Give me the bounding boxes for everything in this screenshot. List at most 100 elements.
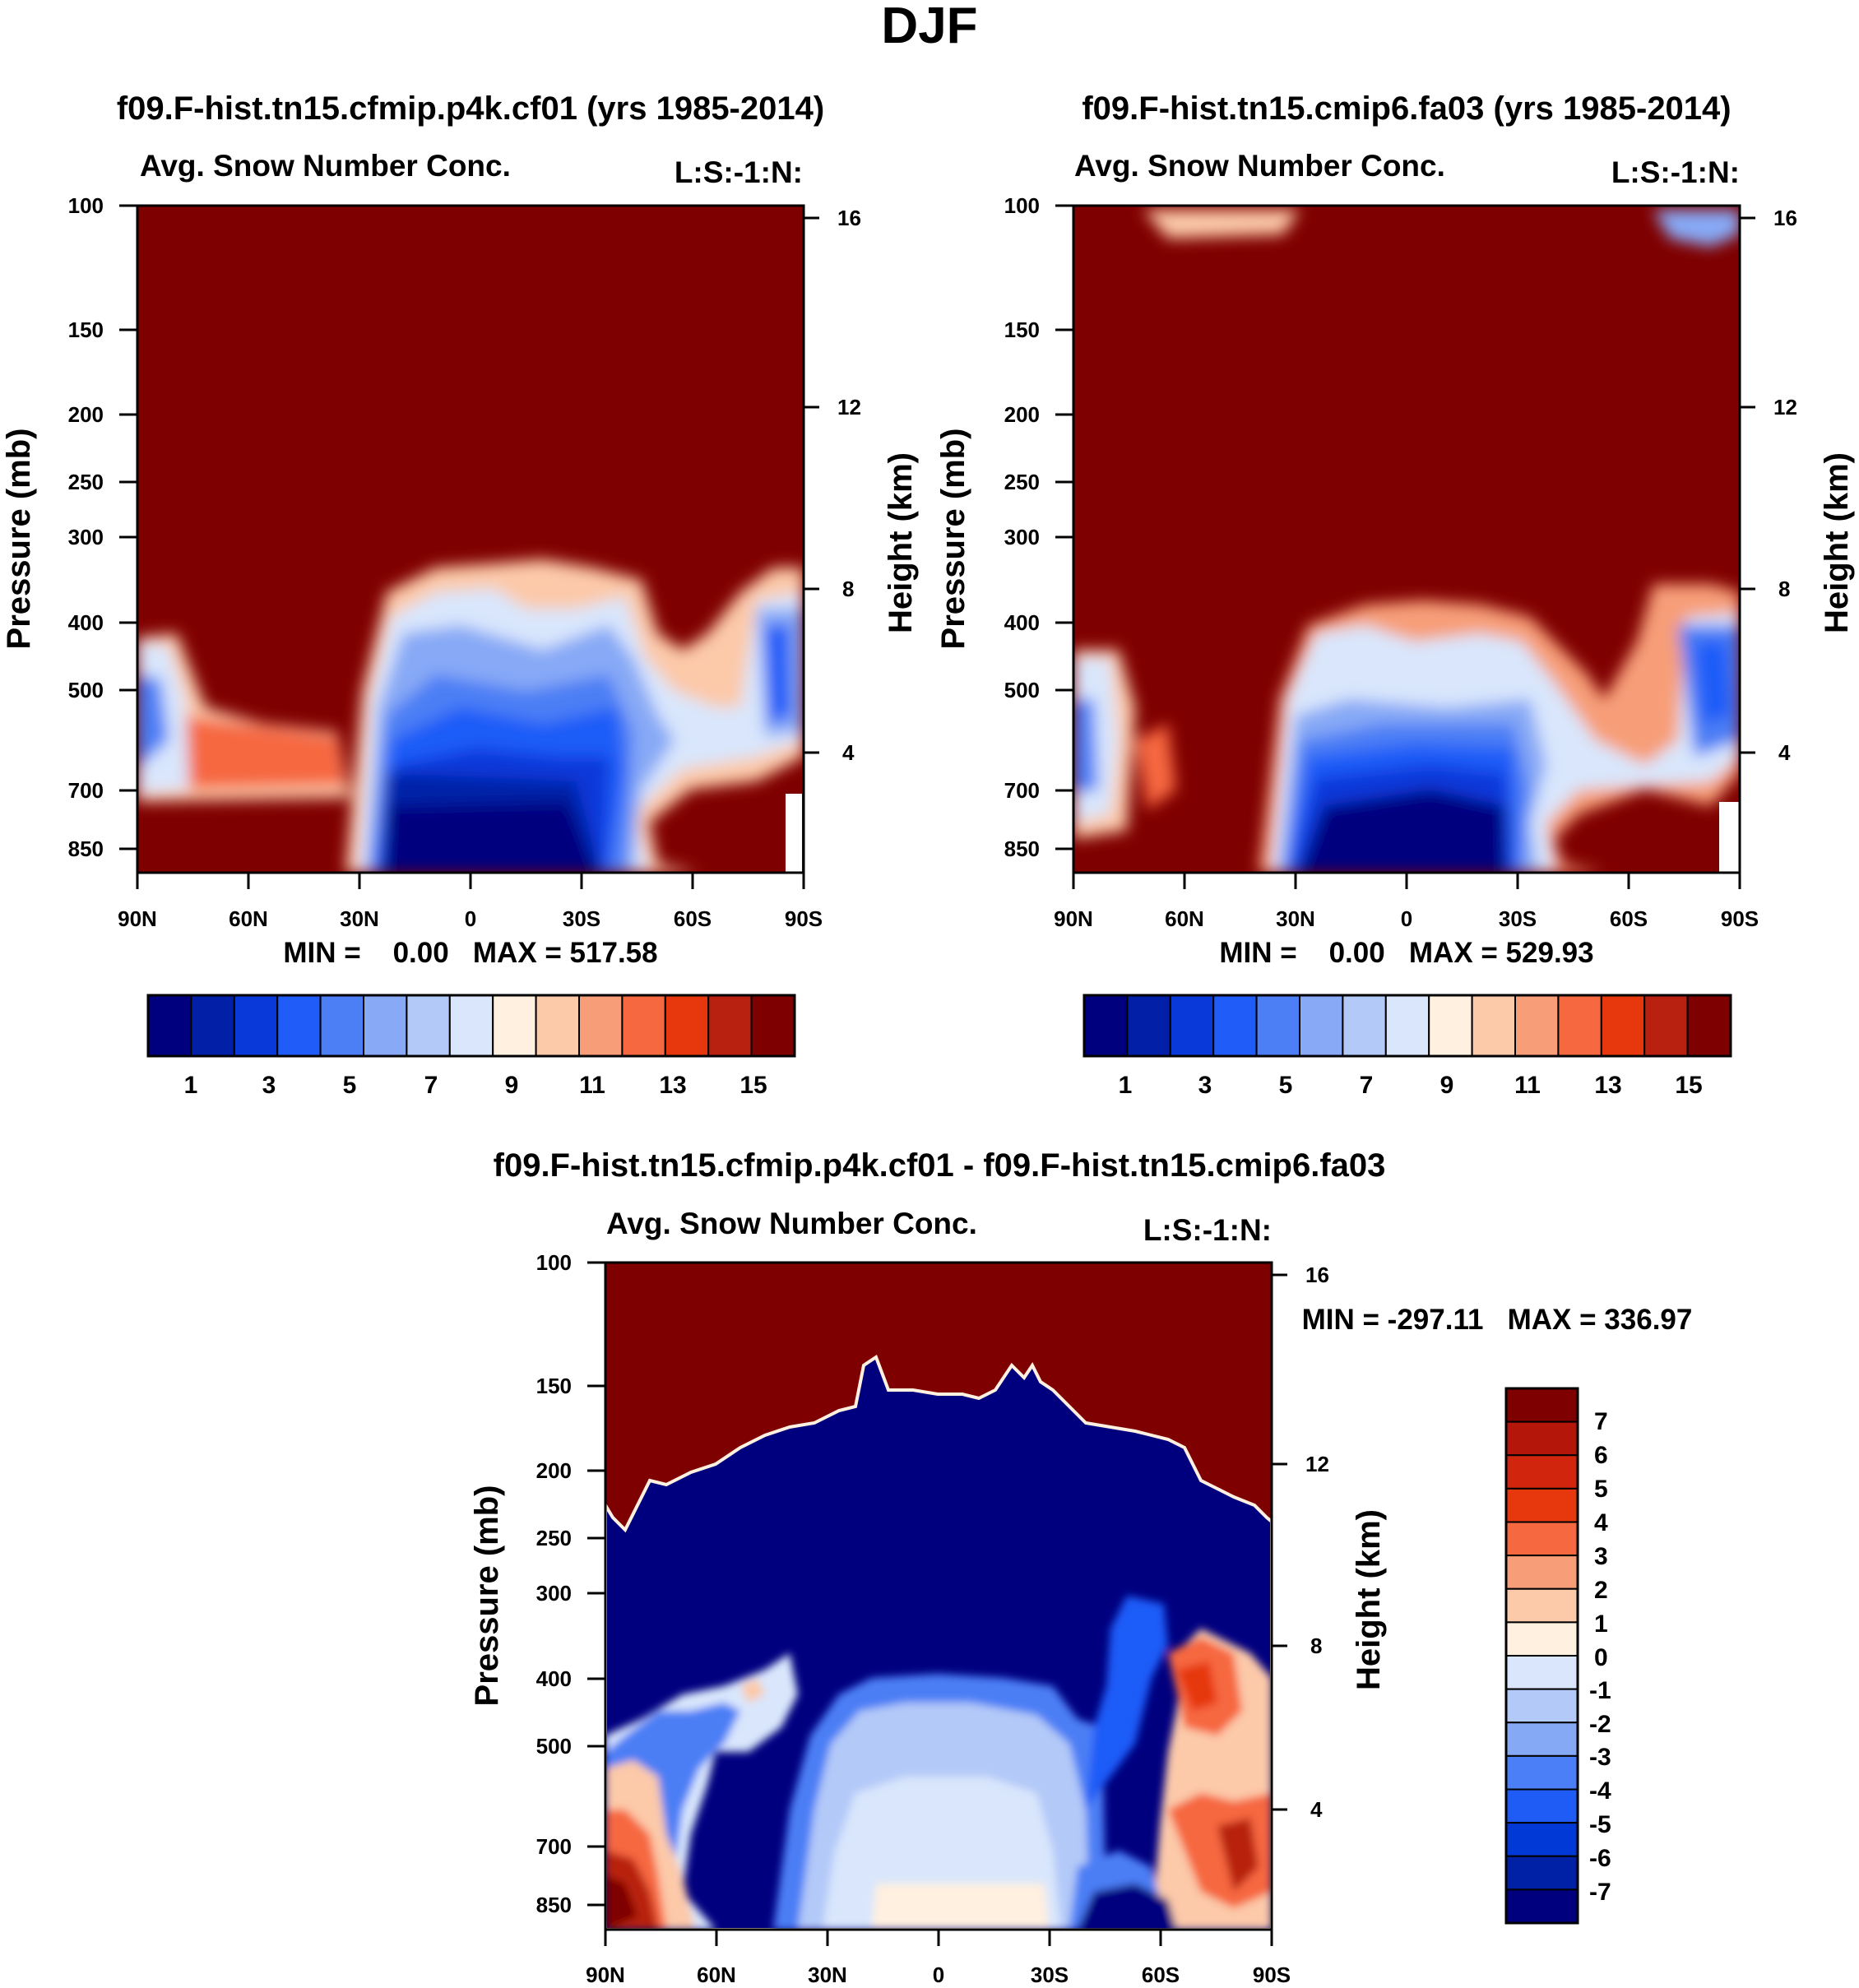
tick-label: 8 (842, 577, 854, 601)
colorbar-swatch (1505, 1822, 1579, 1857)
colorbar-swatch (190, 994, 235, 1057)
panel-title: f09.F-hist.tn15.cfmip.p4k.cf01 (yrs 1985… (117, 90, 824, 127)
y-axis-label: Pressure (mb) (469, 1485, 505, 1707)
tick-label: 30S (1031, 1963, 1069, 1987)
colorbar-label: 7 (424, 1072, 438, 1099)
tick-label: 250 (68, 470, 104, 494)
colorbar: 1 3 5 7 9 11 13 15 (1082, 994, 1732, 1099)
colorbar-swatch (707, 994, 753, 1057)
colorbar-swatch (1557, 994, 1602, 1057)
tick-label: 12 (1305, 1452, 1329, 1476)
left-label: Avg. Snow Number Conc. (140, 149, 511, 183)
colorbar-swatch (448, 994, 494, 1057)
tick-label: 30N (808, 1963, 847, 1987)
tick-label: 500 (536, 1734, 572, 1759)
colorbar-swatch (1505, 1555, 1579, 1590)
height-tick-labels: 16 12 8 4 (1773, 206, 1797, 765)
colorbar-swatch (1212, 994, 1258, 1057)
colorbar-swatch (1126, 994, 1171, 1057)
pressure-tick-labels: 100 150 200 250 300 400 500 700 850 (536, 1250, 572, 1917)
colorbar-swatch (535, 994, 580, 1057)
colorbar-swatch (750, 994, 795, 1057)
colorbar-label: 2 (1594, 1577, 1608, 1604)
season-title: DJF (881, 0, 977, 54)
colorbar-label: 13 (1594, 1072, 1621, 1099)
colorbar-label: -2 (1589, 1711, 1611, 1738)
colorbar-label: -4 (1589, 1777, 1611, 1805)
colorbar-swatch (1169, 994, 1215, 1057)
colorbar-label: -1 (1589, 1677, 1611, 1704)
y-axis-label: Pressure (mb) (935, 429, 971, 650)
colorbar-label: 1 (1594, 1610, 1608, 1638)
tick-label: 150 (1004, 317, 1040, 342)
tick-label: 4 (1778, 740, 1791, 765)
colorbar-swatch (233, 994, 279, 1057)
tick-label: 4 (842, 740, 855, 765)
colorbar-swatch (1505, 1788, 1579, 1824)
tick-label: 700 (1004, 778, 1040, 803)
colorbar-label: 1 (1119, 1072, 1133, 1099)
colorbar-label: 9 (505, 1072, 519, 1099)
colorbar-label: 9 (1440, 1072, 1454, 1099)
tick-label: 0 (1401, 906, 1412, 931)
tick-label: 300 (1004, 525, 1040, 549)
colorbar-label: 5 (343, 1072, 357, 1099)
colorbar-swatch (1600, 994, 1646, 1057)
colorbar-swatch (1505, 1688, 1579, 1724)
y-axis-label-right: Height (km) (883, 452, 919, 633)
colorbar-label: 11 (579, 1072, 605, 1099)
colorbar-swatch (276, 994, 322, 1057)
x-tick-labels: 90N 60N 30N 0 30S 60S 90S (118, 906, 823, 931)
panel-diff: f09.F-hist.tn15.cfmip.p4k.cf01 - f09.F-h… (469, 1147, 1692, 1987)
tick-label: 0 (465, 906, 476, 931)
colorbar-label: 4 (1594, 1509, 1608, 1536)
colorbar-swatch (1505, 1621, 1579, 1657)
colorbar-frame (146, 994, 796, 1058)
panel-fa03: f09.F-hist.tn15.cmip6.fa03 (yrs 1985-201… (935, 90, 1855, 1099)
tick-label: 60S (674, 906, 712, 931)
colorbar-label: 3 (262, 1072, 276, 1099)
contour-field (137, 206, 804, 873)
colorbar-swatch (1505, 1722, 1579, 1757)
colorbar-swatch (1505, 1487, 1579, 1523)
colorbar-swatch (1505, 1754, 1579, 1791)
tick-label: 60S (1142, 1963, 1180, 1987)
left-label: Avg. Snow Number Conc. (606, 1207, 977, 1240)
colorbar-label: 13 (659, 1072, 686, 1099)
colorbar-label: -3 (1589, 1744, 1611, 1771)
contour-field (1073, 206, 1740, 873)
min-max-stats: MIN = -297.11 MAX = 336.97 (1302, 1304, 1693, 1336)
colorbar-swatch (147, 994, 192, 1057)
tick-label: 8 (1778, 577, 1790, 601)
tick-label: 4 (1310, 1797, 1323, 1822)
x-tick-labels: 90N 60N 30N 0 30S 60S 90S (1054, 906, 1759, 931)
y-axis-label-right: Height (km) (1819, 452, 1855, 633)
tick-label: 16 (1305, 1263, 1329, 1287)
tick-label: 12 (837, 395, 861, 419)
colorbar-swatch (621, 994, 666, 1057)
colorbar-label: -5 (1589, 1811, 1611, 1838)
colorbar-swatch (1686, 994, 1732, 1057)
tick-label: 30S (1499, 906, 1537, 931)
ticks (119, 204, 819, 889)
colorbar-labels: 1 3 5 7 9 11 13 15 (184, 1072, 767, 1099)
colorbar-swatch (1299, 994, 1344, 1057)
contour-field (605, 1263, 1272, 1930)
colorbar-labels: 1 3 5 7 9 11 13 15 (1119, 1072, 1703, 1099)
colorbar-labels: 7 6 5 4 3 2 1 0 -1 -2 -3 -4 -5 -6 -7 (1589, 1408, 1611, 1906)
colorbar-swatch (1428, 994, 1473, 1057)
ticks (587, 1261, 1287, 1946)
colorbar-swatch (578, 994, 624, 1057)
tick-label: 400 (1004, 610, 1040, 635)
tick-label: 250 (1004, 470, 1040, 494)
tick-label: 100 (68, 193, 104, 218)
colorbar: 7 6 5 4 3 2 1 0 -1 -2 -3 -4 -5 -6 -7 (1504, 1387, 1611, 1925)
tick-label: 150 (536, 1374, 572, 1398)
colorbar-swatch (1505, 1388, 1579, 1423)
colorbar-label: 5 (1594, 1476, 1608, 1503)
colorbar-swatch (664, 994, 710, 1057)
tick-label: 100 (536, 1250, 572, 1275)
tick-label: 250 (536, 1526, 572, 1550)
colorbar-swatch (1471, 994, 1516, 1057)
